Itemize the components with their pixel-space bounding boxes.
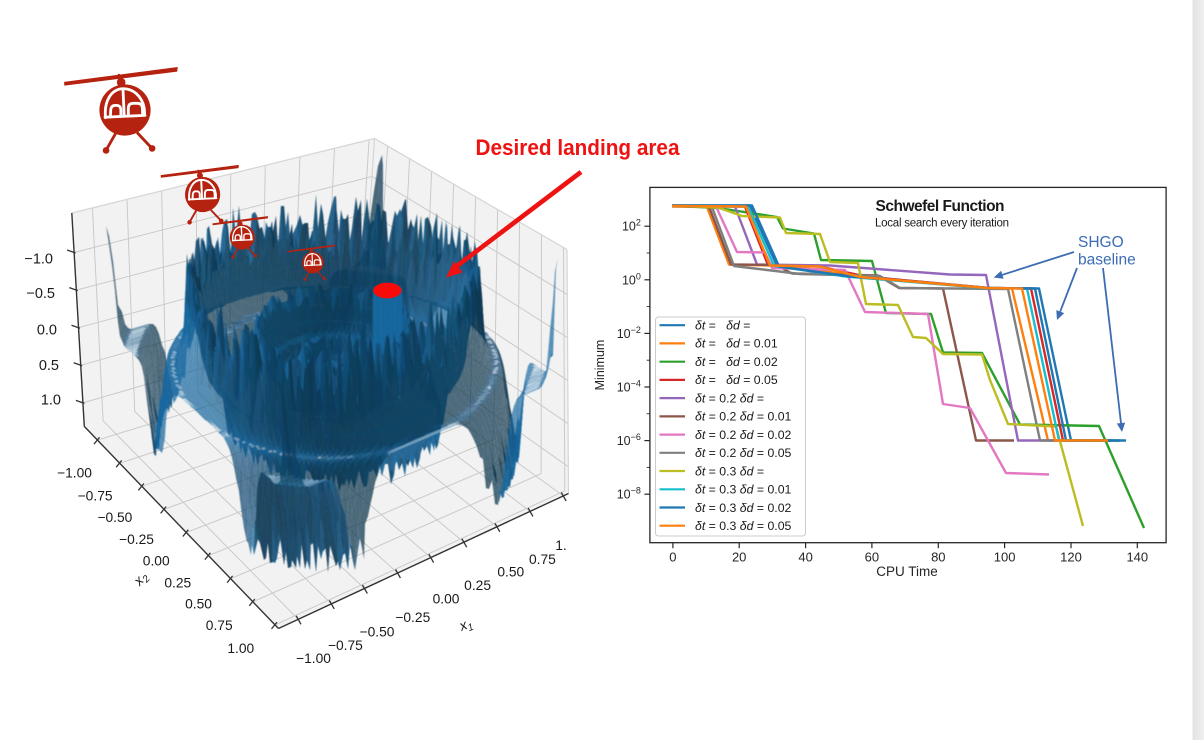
svg-text:−0.75: −0.75 [328, 638, 363, 653]
svg-text:−0.25: −0.25 [119, 532, 154, 547]
svg-text:60: 60 [865, 550, 879, 565]
svg-text:120: 120 [1060, 550, 1082, 565]
svg-text:0.75: 0.75 [206, 618, 233, 633]
svg-text:Minimum: Minimum [593, 340, 607, 391]
svg-text:0.00: 0.00 [143, 554, 170, 569]
svg-text:100: 100 [994, 550, 1016, 565]
svg-text:δt = δd = 0.02: δt = δd = 0.02 [695, 355, 778, 369]
svg-text:δt = 0.2 δd =: δt = 0.2 δd = [695, 391, 764, 405]
svg-text:40: 40 [798, 550, 812, 565]
svg-text:δt = 0.2 δd = 0.05: δt = 0.2 δd = 0.05 [695, 446, 792, 460]
svg-text:0: 0 [669, 550, 676, 565]
svg-text:SHGO: SHGO [1078, 234, 1124, 251]
svg-text:−0.75: −0.75 [78, 489, 113, 504]
svg-text:−1.0: −1.0 [24, 251, 53, 267]
svg-text:1.: 1. [555, 538, 567, 553]
svg-text:Desired landing area: Desired landing area [476, 135, 680, 160]
svg-text:0.50: 0.50 [497, 565, 524, 580]
svg-text:δt = δd = 0.01: δt = δd = 0.01 [695, 337, 778, 351]
svg-text:0.25: 0.25 [464, 578, 491, 593]
svg-text:CPU Time: CPU Time [876, 564, 938, 579]
svg-text:δt = 0.3 δd =: δt = 0.3 δd = [695, 464, 764, 478]
svg-text:20: 20 [732, 550, 746, 565]
svg-text:−0.50: −0.50 [360, 625, 395, 640]
svg-text:−0.5: −0.5 [26, 286, 55, 302]
svg-text:0.0: 0.0 [37, 323, 57, 339]
svg-text:δt = 0.3 δd = 0.02: δt = 0.3 δd = 0.02 [695, 501, 792, 515]
svg-text:δt = 0.2 δd = 0.02: δt = 0.2 δd = 0.02 [695, 428, 792, 442]
svg-text:Schwefel Function: Schwefel Function [876, 198, 1005, 215]
svg-text:−1.00: −1.00 [296, 651, 331, 666]
svg-text:δt = 0.3 δd = 0.01: δt = 0.3 δd = 0.01 [695, 483, 792, 497]
svg-text:δt = δd = 0.05: δt = δd = 0.05 [695, 373, 778, 387]
svg-text:Local search every iteration: Local search every iteration [875, 218, 1009, 230]
svg-text:0.75: 0.75 [529, 552, 556, 567]
svg-text:δt = δd =: δt = δd = [695, 319, 750, 333]
svg-text:1.00: 1.00 [227, 641, 254, 656]
svg-text:0.50: 0.50 [185, 597, 212, 612]
svg-text:140: 140 [1126, 550, 1148, 565]
svg-text:0.25: 0.25 [164, 575, 191, 590]
svg-text:1.0: 1.0 [41, 392, 61, 408]
svg-text:0.5: 0.5 [39, 358, 59, 374]
svg-text:−1.00: −1.00 [57, 466, 92, 481]
svg-text:80: 80 [931, 550, 945, 565]
svg-text:−0.25: −0.25 [395, 610, 430, 625]
svg-text:δt = 0.3 δd = 0.05: δt = 0.3 δd = 0.05 [695, 519, 792, 533]
svg-text:−0.50: −0.50 [97, 510, 132, 525]
svg-text:δt = 0.2 δd = 0.01: δt = 0.2 δd = 0.01 [695, 410, 792, 424]
svg-text:baseline: baseline [1078, 252, 1136, 269]
svg-text:0.00: 0.00 [433, 592, 460, 607]
